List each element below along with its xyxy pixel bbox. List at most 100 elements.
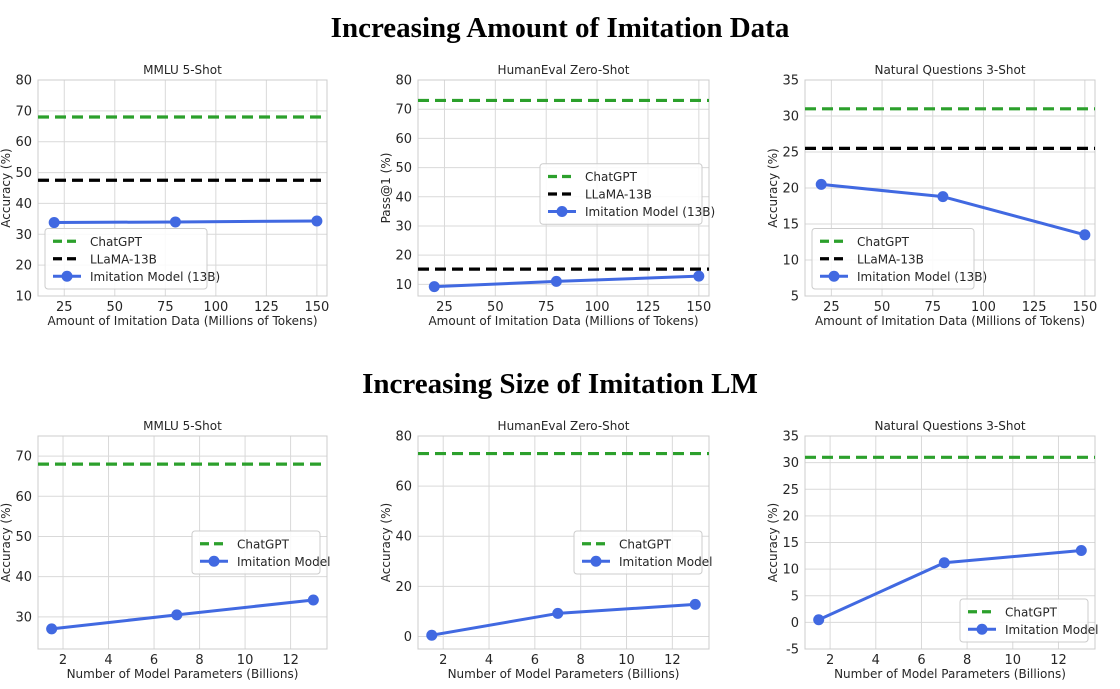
plot-frame [417,79,710,297]
data-point [693,270,705,282]
x-tick-label: 8 [963,653,971,668]
x-tick-label: 50 [487,300,504,315]
chart-title: MMLU 5-Shot [143,63,222,77]
data-point [813,614,825,626]
y-tick-label: 10 [395,278,412,293]
data-point [938,557,950,569]
y-tick-label: 10 [782,254,799,269]
row-title-imitation-data: Increasing Amount of Imitation Data [330,12,790,44]
x-tick-label: 75 [157,300,174,315]
y-tick-label: 80 [395,74,412,89]
data-point [311,215,323,227]
x-tick-label: 4 [104,653,112,668]
x-tick-label: 4 [872,653,880,668]
data-point [46,623,58,635]
row-title-model-size: Increasing Size of Imitation LM [362,368,758,400]
x-tick-label: 2 [439,653,447,668]
x-tick-label: 4 [485,653,493,668]
chart-title: HumanEval Zero-Shot [498,419,630,433]
y-tick-label: 10 [782,563,799,578]
x-tick-label: 12 [664,653,681,668]
x-tick-label: 6 [531,653,539,668]
x-tick-label: 6 [917,653,925,668]
x-axis-label: Number of Model Parameters (Billions) [67,667,299,681]
legend-entry-label: ChatGPT [585,170,638,184]
y-tick-label: 40 [395,190,412,205]
y-tick-label: 50 [15,530,32,545]
x-tick-label: 125 [636,300,661,315]
y-tick-label: 70 [15,450,32,465]
data-point [48,217,60,229]
y-tick-label: 60 [15,135,32,150]
y-tick-label: 0 [404,630,412,645]
legend-entry-label: Imitation Model [1005,623,1098,637]
y-axis-label: Accuracy (%) [0,503,13,582]
x-axis-label: Amount of Imitation Data (Millions of To… [815,314,1085,328]
y-axis-label: Accuracy (%) [0,148,13,227]
legend-entry-label: ChatGPT [619,537,672,551]
chart-title: MMLU 5-Shot [143,419,222,433]
legend-entry-label: Imitation Model [619,555,712,569]
x-tick-label: 25 [823,300,840,315]
data-point [428,281,440,293]
chart-panel-1: 25 50 75 100 125 150 10 20 30 40 50 60 70 80 HumanEval… [379,63,715,328]
data-point [171,609,183,621]
legend-box [959,598,1089,643]
y-tick-label: 5 [791,589,799,604]
y-tick-label: 10 [15,290,32,305]
y-tick-label: 35 [782,430,799,445]
chart-panel-5: 2 4 6 8 10 12 -5 0 5 10 15 20 25 30 35 Natural Question… [766,419,1098,681]
plot-frame [804,435,1096,650]
legend-entry-label: LLaMA-13B [90,252,157,266]
legend-swatch-marker [556,206,568,217]
x-tick-label: 25 [436,300,453,315]
x-tick-label: 6 [150,653,158,668]
y-tick-label: 20 [782,182,799,197]
y-tick-label: 50 [15,166,32,181]
series-line [51,598,314,631]
data-point [307,594,319,606]
chart-title: Natural Questions 3-Shot [874,419,1025,433]
chart-panel-0: 25 50 75 100 125 150 10 20 30 40 50 60 70 80 MMLU 5-Sh… [0,63,329,328]
legend-box [573,530,703,575]
data-point [552,607,564,619]
legend-entry-label: ChatGPT [90,235,143,249]
x-tick-label: 8 [577,653,585,668]
plot-frame [37,435,328,650]
legend: ChatGPT LLaMA-13B Imitation Model (13B) [539,163,715,225]
y-tick-label: 20 [395,580,412,595]
x-tick-label: 100 [203,300,228,315]
data-point [550,275,562,287]
x-tick-label: 150 [304,300,329,315]
x-tick-label: 25 [56,300,73,315]
y-tick-label: 20 [782,509,799,524]
y-tick-label: 30 [15,228,32,243]
x-tick-label: 50 [107,300,124,315]
data-point [1079,229,1091,241]
y-tick-label: 60 [395,132,412,147]
y-tick-label: 25 [782,483,799,498]
legend-entry-label: LLaMA-13B [857,252,924,266]
legend-entry-label: Imitation Model [237,555,330,569]
legend-swatch-marker [590,555,602,567]
y-tick-label: 30 [782,110,799,125]
chart-panel-2: 25 50 75 100 125 150 5 10 15 20 25 30 35 Natural Ques… [766,63,1097,328]
series-line [821,182,1086,237]
data-point [689,598,701,610]
y-tick-label: 80 [395,430,412,445]
x-tick-label: 125 [254,300,279,315]
x-tick-label: 10 [1005,653,1022,668]
legend: ChatGPT LLaMA-13B Imitation Model (13B) [44,228,220,290]
legend-box [539,163,703,225]
data-point [169,216,181,228]
x-tick-label: 8 [195,653,203,668]
legend-swatch-marker [61,270,73,282]
legend-swatch-marker [208,555,220,567]
plot-frame [417,435,710,650]
y-tick-label: 35 [782,74,799,89]
legend-box [191,530,321,575]
y-tick-label: 40 [15,570,32,585]
y-tick-label: 70 [395,103,412,118]
x-axis-label: Amount of Imitation Data (Millions of To… [428,314,698,328]
y-tick-label: -5 [786,643,799,658]
